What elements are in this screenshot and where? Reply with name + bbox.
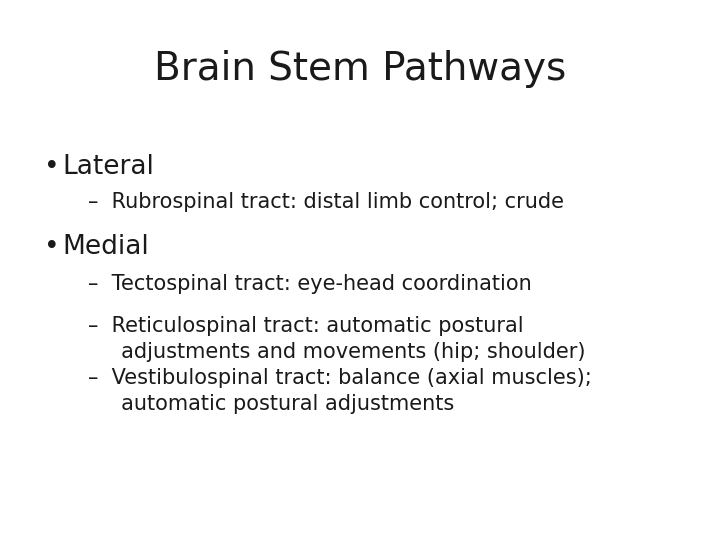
- Text: Medial: Medial: [62, 234, 149, 260]
- Text: Brain Stem Pathways: Brain Stem Pathways: [154, 50, 566, 88]
- Text: –  Rubrospinal tract: distal limb control; crude: – Rubrospinal tract: distal limb control…: [88, 192, 564, 212]
- Text: –  Reticulospinal tract: automatic postural
     adjustments and movements (hip;: – Reticulospinal tract: automatic postur…: [88, 316, 585, 362]
- Text: •: •: [44, 154, 60, 180]
- Text: –  Vestibulospinal tract: balance (axial muscles);
     automatic postural adjus: – Vestibulospinal tract: balance (axial …: [88, 368, 592, 414]
- Text: –  Tectospinal tract: eye-head coordination: – Tectospinal tract: eye-head coordinati…: [88, 274, 532, 294]
- Text: Lateral: Lateral: [62, 154, 154, 180]
- Text: •: •: [44, 234, 60, 260]
